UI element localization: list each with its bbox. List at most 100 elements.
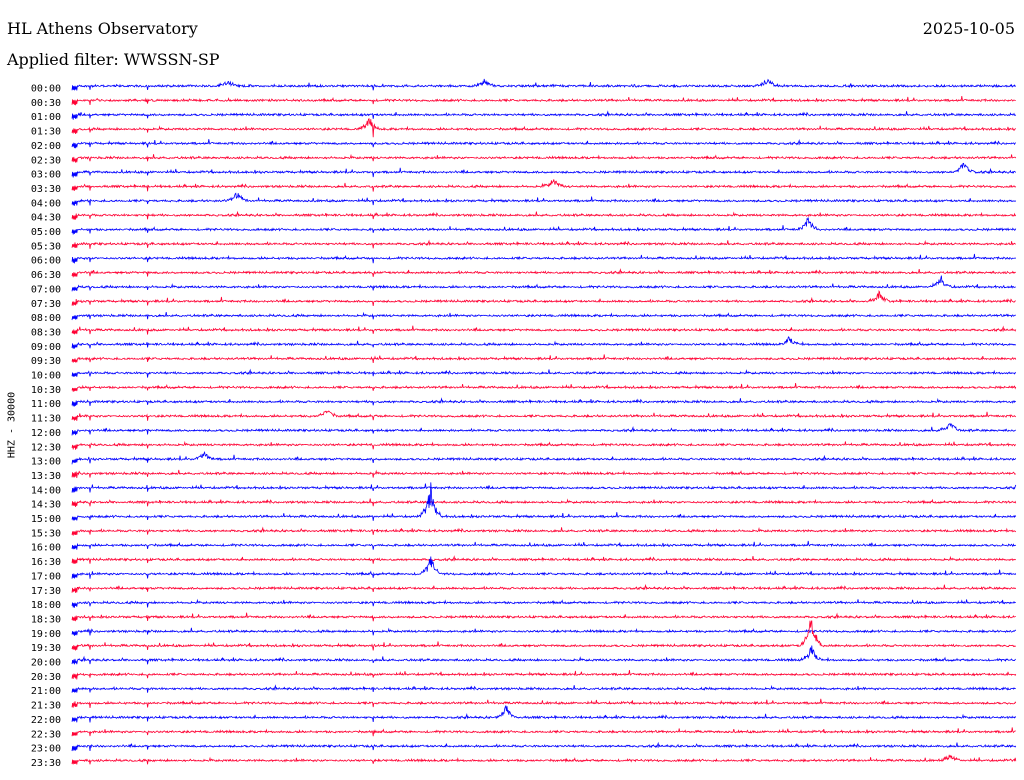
trace-line <box>71 483 1017 493</box>
trace-line <box>71 482 1017 521</box>
row-time-label: 13:30 <box>31 471 61 482</box>
row-time-label: 14:30 <box>31 500 61 511</box>
filter-label: Applied filter: WWSSN-SP <box>7 50 220 69</box>
row-time-label: 23:00 <box>31 744 61 755</box>
row-time-label: 07:30 <box>31 299 61 310</box>
trace-line <box>71 397 1016 407</box>
trace-line <box>71 275 1016 292</box>
trace-line <box>71 556 1017 579</box>
trace-line <box>71 684 1016 693</box>
trace-line <box>71 583 1017 593</box>
trace-line <box>71 612 1016 622</box>
trace-line <box>71 311 1016 321</box>
row-time-label: 18:30 <box>31 614 61 625</box>
row-time-label: 17:00 <box>31 571 61 582</box>
row-time-label: 05:30 <box>31 241 61 252</box>
row-time-label: 16:00 <box>31 543 61 554</box>
trace-line <box>71 253 1017 264</box>
trace-line <box>71 440 1017 450</box>
trace-line <box>71 117 1016 138</box>
row-time-label: 22:30 <box>31 729 61 740</box>
trace-line <box>71 78 1017 91</box>
row-time-label: 06:00 <box>31 256 61 267</box>
trace-line <box>71 540 1017 550</box>
row-time-label: 15:00 <box>31 514 61 525</box>
trace-line <box>71 598 1016 608</box>
row-time-label: 21:00 <box>31 686 61 697</box>
row-time-label: 20:30 <box>31 672 61 683</box>
trace-line <box>71 325 1017 335</box>
trace-line <box>71 754 1017 765</box>
row-time-label: 07:00 <box>31 284 61 295</box>
row-time-label: 12:00 <box>31 428 61 439</box>
trace-line <box>71 179 1017 192</box>
row-time-label: 12:30 <box>31 442 61 453</box>
row-time-label: 23:30 <box>31 758 61 769</box>
trace-line <box>71 354 1017 364</box>
row-time-label: 10:00 <box>31 371 61 382</box>
trace-line <box>71 555 1017 564</box>
row-time-label: 01:00 <box>31 112 61 123</box>
trace-line <box>71 698 1017 709</box>
trace-line <box>71 162 1017 178</box>
trace-line <box>71 620 1017 651</box>
page-title: HL Athens Observatory <box>7 19 198 38</box>
trace-line <box>71 336 1017 349</box>
row-time-label: 11:30 <box>31 414 61 425</box>
row-time-label: 09:30 <box>31 356 61 367</box>
trace-line <box>71 670 1017 680</box>
trace-line <box>71 210 1017 220</box>
trace-line <box>71 239 1016 249</box>
row-time-label: 20:00 <box>31 658 61 669</box>
row-time-label: 21:30 <box>31 701 61 712</box>
trace-line <box>71 741 1017 752</box>
trace-line <box>71 217 1017 235</box>
trace-line <box>71 727 1016 737</box>
row-time-label: 04:30 <box>31 213 61 224</box>
trace-line <box>71 526 1017 536</box>
trace-line <box>71 704 1017 723</box>
trace-line <box>71 383 1017 392</box>
row-time-label: 06:30 <box>31 270 61 281</box>
row-time-label: 19:30 <box>31 643 61 654</box>
trace-line <box>71 627 1017 636</box>
row-time-label: 05:00 <box>31 227 61 238</box>
trace-line <box>71 422 1017 436</box>
trace-line <box>71 645 1016 665</box>
trace-line <box>71 110 1017 120</box>
row-time-label: 08:30 <box>31 327 61 338</box>
row-time-label: 03:30 <box>31 184 61 195</box>
trace-line <box>71 410 1017 421</box>
trace-line <box>71 192 1017 206</box>
row-time-label: 02:00 <box>31 141 61 152</box>
trace-line <box>71 290 1016 306</box>
trace-line <box>71 268 1016 278</box>
trace-line <box>71 138 1016 149</box>
row-time-label: 04:00 <box>31 198 61 209</box>
row-time-label: 22:00 <box>31 715 61 726</box>
row-time-label: 15:30 <box>31 528 61 539</box>
trace-line <box>71 469 1016 479</box>
row-time-label: 02:30 <box>31 155 61 166</box>
row-time-label: 00:00 <box>31 84 61 95</box>
row-time-label: 19:00 <box>31 629 61 640</box>
trace-line <box>71 96 1016 106</box>
trace-line <box>71 498 1017 507</box>
row-time-label: 18:00 <box>31 600 61 611</box>
trace-line <box>71 451 1017 465</box>
row-time-label: 08:00 <box>31 313 61 324</box>
row-time-label: 13:00 <box>31 457 61 468</box>
row-time-label: 14:00 <box>31 485 61 496</box>
date-label: 2025-10-05 <box>922 19 1015 38</box>
trace-line <box>71 153 1017 163</box>
row-time-label: 10:30 <box>31 385 61 396</box>
row-time-label: 11:00 <box>31 399 61 410</box>
row-time-label: 09:00 <box>31 342 61 353</box>
trace-line <box>71 368 1017 378</box>
row-time-label: 00:30 <box>31 98 61 109</box>
row-time-label: 17:30 <box>31 586 61 597</box>
row-time-label: 01:30 <box>31 127 61 138</box>
row-time-label: 16:30 <box>31 557 61 568</box>
row-time-label: 03:00 <box>31 170 61 181</box>
